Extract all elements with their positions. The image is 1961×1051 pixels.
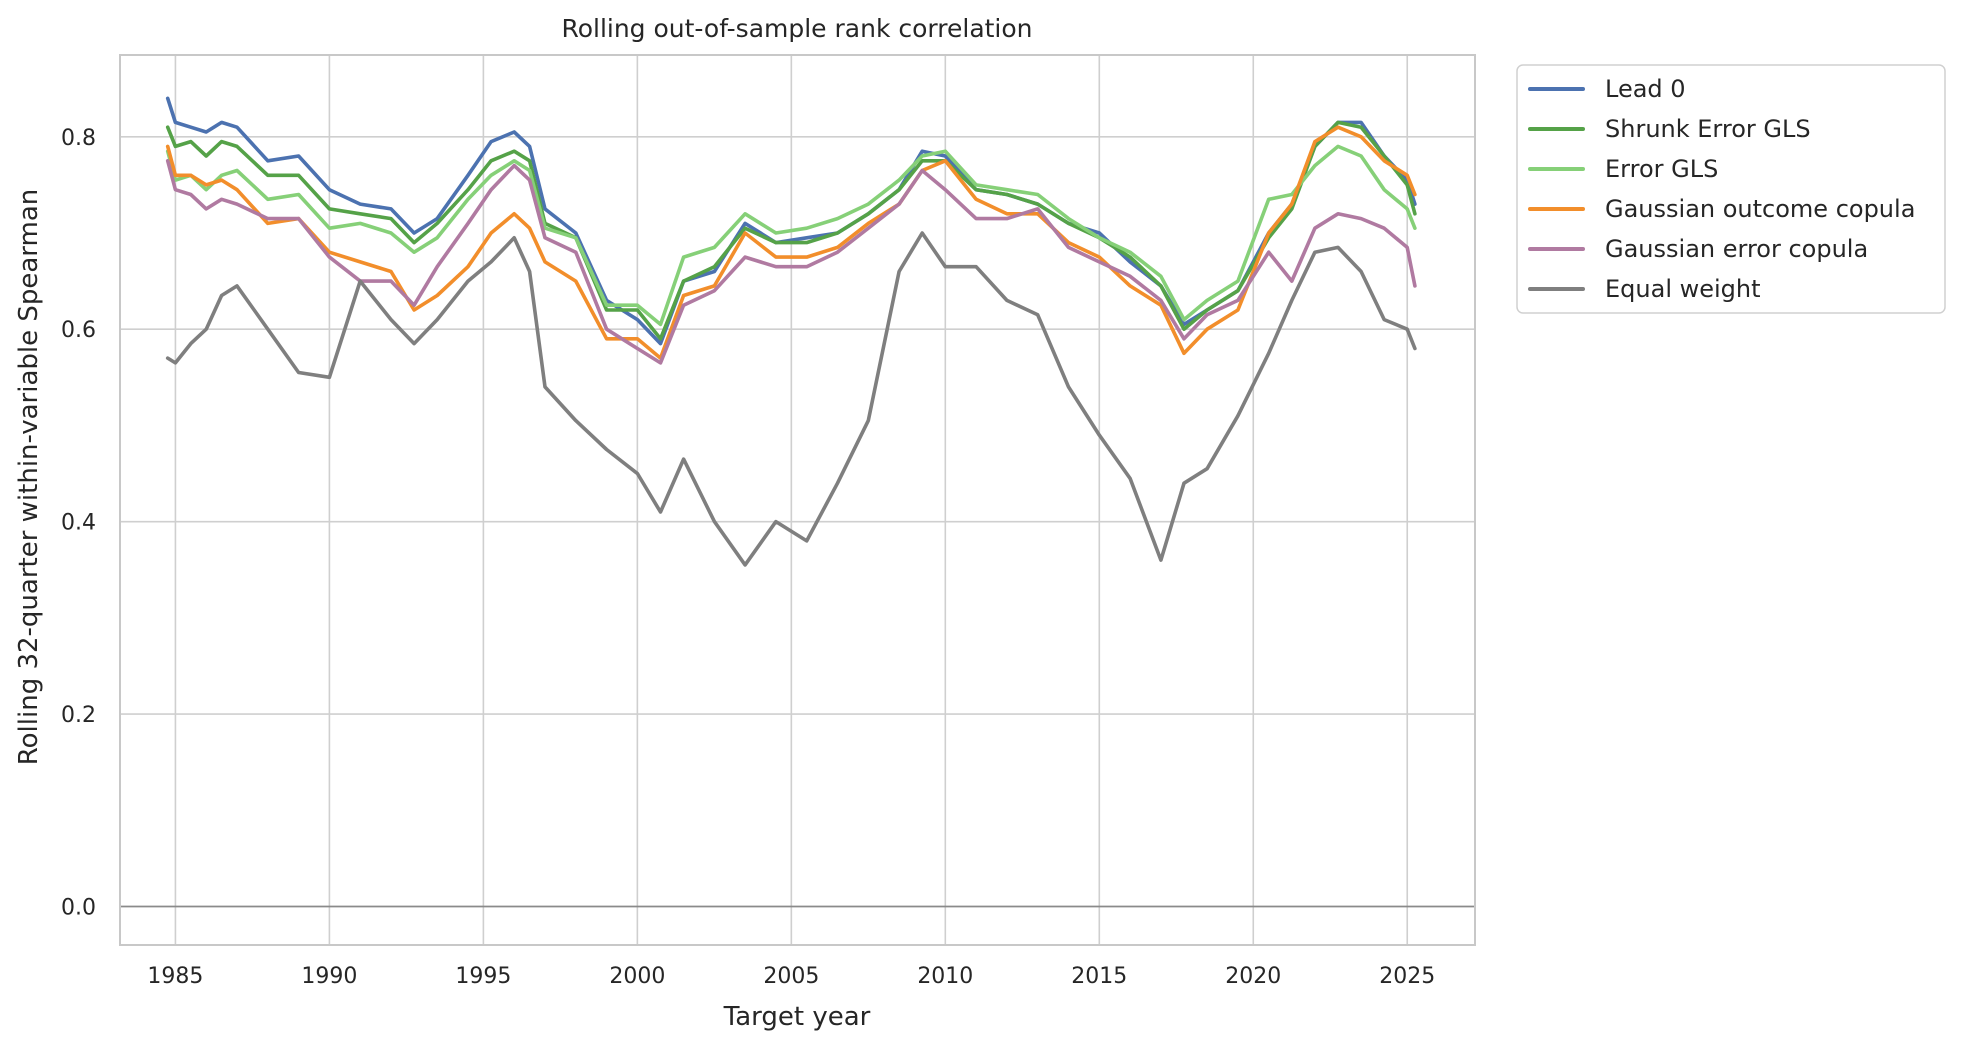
legend-label: Shrunk Error GLS [1605,115,1811,143]
legend-label: Error GLS [1605,155,1718,183]
y-tick-label: 0.6 [61,318,96,343]
x-tick-label: 2025 [1379,964,1435,989]
series-line-equal-weight [165,231,1417,567]
y-tick-label: 0.0 [61,896,96,921]
x-tick-label: 1990 [301,964,357,989]
plot-frame [119,54,1476,946]
series-line-shrunk-error-gls [165,120,1417,341]
x-tick-label: 2005 [763,964,819,989]
x-tick-label: 2000 [609,964,665,989]
legend-label: Equal weight [1605,275,1761,303]
series-line-gaussian-outcome-copula [165,125,1417,360]
y-tick-label: 0.2 [61,703,96,728]
series-lines [165,96,1417,567]
y-axis-label: Rolling 32-quarter within-variable Spear… [14,189,44,766]
y-tick-labels: 0.0 0.2 0.4 0.6 0.8 [61,126,96,921]
series-line-gaussian-error-copula [165,159,1417,365]
series-line-error-gls [165,144,1417,327]
x-tick-label: 2015 [1071,964,1127,989]
y-tick-label: 0.4 [61,511,96,536]
legend: Lead 0 Shrunk Error GLS Error GLS Gaussian … [1516,64,1946,314]
x-tick-labels: 1985 1990 1995 2000 2005 2010 2015 2020 2025 [147,964,1435,989]
x-tick-label: 2020 [1225,964,1281,989]
chart-title: Rolling out-of-sample rank correlation [561,14,1032,43]
legend-label: Gaussian error copula [1605,235,1868,263]
x-axis-label: Target year [723,1002,871,1032]
x-tick-label: 1995 [455,964,511,989]
x-tick-label: 2010 [917,964,973,989]
legend-label: Gaussian outcome copula [1605,195,1915,223]
legend-box [1516,64,1946,314]
x-tick-label: 1985 [147,964,203,989]
y-tick-label: 0.8 [61,126,96,151]
legend-label: Lead 0 [1605,75,1686,103]
